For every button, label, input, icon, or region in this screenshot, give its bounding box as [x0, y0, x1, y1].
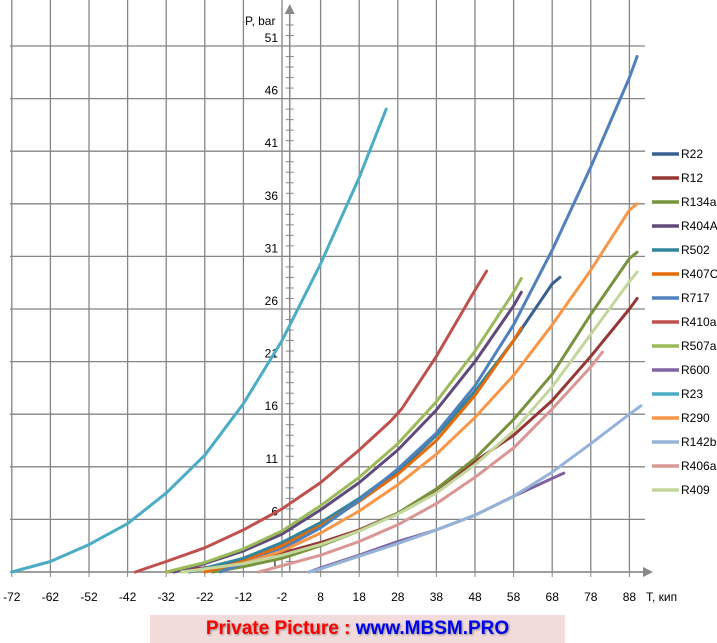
x-tick-label: -22 — [196, 590, 214, 604]
legend-label: R409 — [681, 483, 710, 497]
y-tick-label: 1 — [271, 557, 278, 571]
legend-label: R407C — [681, 267, 717, 281]
legend-label: R502 — [681, 243, 710, 257]
legend-label: R404A — [681, 219, 717, 233]
axes: -72 -62 -52 -42 -32 -22 -12 -2 8 18 28 38 48 58 68 78 88… — [3, 4, 653, 604]
x-tick-label: -72 — [3, 590, 21, 604]
x-tick-label: 18 — [353, 590, 367, 604]
y-tick-label: 51 — [265, 31, 279, 45]
watermark-site: www.MBSM.PRO — [355, 618, 510, 639]
x-tick-label: 68 — [546, 590, 560, 604]
legend-label: R406a — [681, 459, 717, 473]
series-line-r142b — [307, 404, 643, 574]
x-tick-label: 8 — [317, 590, 324, 604]
x-tick-label: -2 — [277, 590, 288, 604]
series-line-r12 — [164, 297, 639, 574]
x-tick-label: 88 — [623, 590, 637, 604]
y-axis-label: P, bar — [245, 14, 275, 28]
y-axis-arrow — [284, 4, 295, 14]
x-axis-label: T, кип — [646, 590, 677, 604]
x-tick-label: -42 — [119, 590, 137, 604]
series-line-r717 — [218, 55, 639, 574]
series-line-r507a — [164, 277, 523, 574]
legend-label: R290 — [681, 411, 710, 425]
watermark: Private Picture : www.MBSM.PRO — [150, 615, 565, 643]
x-tick-label: -62 — [42, 590, 60, 604]
x-tick-label: 38 — [430, 590, 444, 604]
legend-label: R12 — [681, 171, 703, 185]
series-line-r407c — [203, 326, 523, 574]
x-tick-label: -52 — [80, 590, 98, 604]
x-tick-label: -12 — [235, 590, 253, 604]
series-line-r409 — [180, 270, 639, 574]
x-tick-label: 28 — [391, 590, 405, 604]
legend-label: R410a — [681, 315, 717, 329]
series-line-r406a — [257, 350, 604, 574]
x-axis-arrow — [643, 567, 653, 577]
x-tick-label: 58 — [507, 590, 521, 604]
watermark-prefix: Private Picture : — [205, 618, 356, 639]
x-tick-label: -32 — [158, 590, 176, 604]
y-tick-label: 46 — [265, 84, 279, 98]
y-tick-label: 36 — [265, 189, 279, 203]
x-tick-label: 78 — [584, 590, 598, 604]
series-line-r404a — [172, 290, 523, 574]
series-line-r410a — [133, 269, 489, 574]
series-line-r134a — [211, 250, 639, 574]
series-lines — [10, 55, 643, 574]
series-line-r23 — [10, 107, 388, 574]
legend-label: R23 — [681, 387, 703, 401]
x-tick-label: 48 — [468, 590, 482, 604]
legend-label: R22 — [681, 147, 703, 161]
legend-label: R507a — [681, 339, 717, 353]
legend-label: R134a — [681, 195, 717, 209]
y-tick-label: 26 — [265, 294, 279, 308]
legend-label: R142b — [681, 435, 717, 449]
legend: R22 R12 R134a R404A R502 R407C R717 R410a R507a R… — [652, 147, 717, 497]
legend-label: R717 — [681, 291, 710, 305]
series-line-r290 — [180, 202, 639, 574]
y-tick-label: 16 — [265, 399, 279, 413]
y-tick-label: 11 — [266, 452, 279, 466]
legend-label: R600 — [681, 363, 710, 377]
y-tick-label: 41 — [265, 136, 279, 150]
y-tick-label: 31 — [265, 241, 279, 255]
